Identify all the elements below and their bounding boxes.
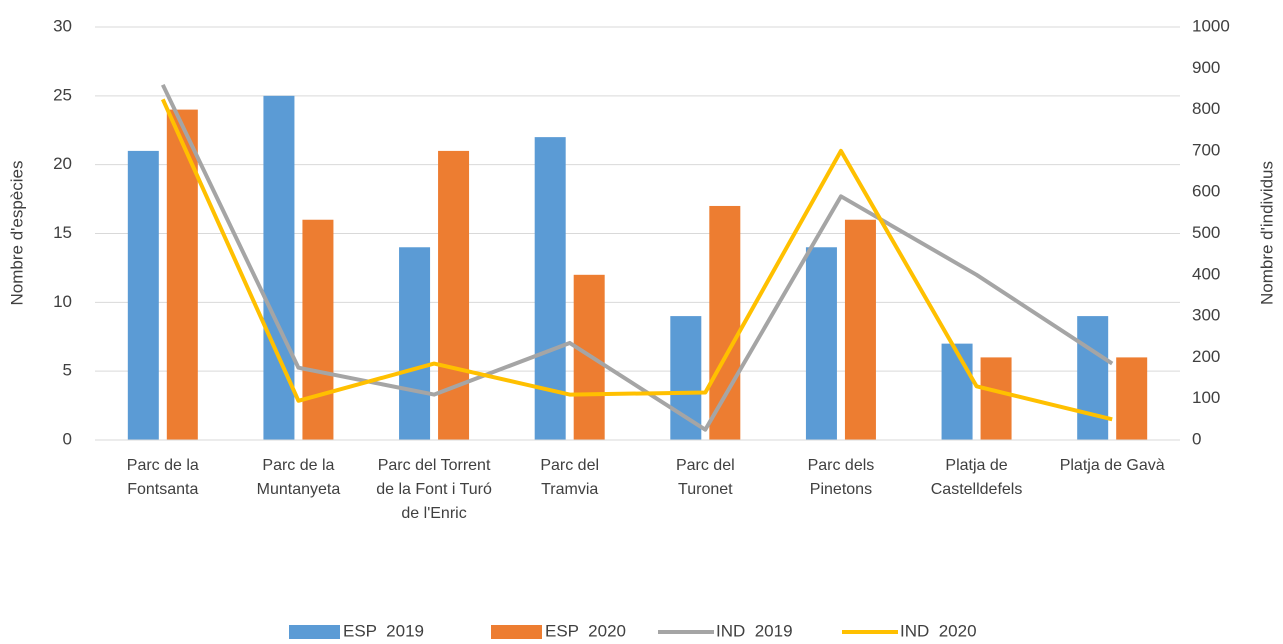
x-tick-label: Parc del Tramvia — [540, 457, 600, 498]
x-tick-label: Parc de la Fontsanta — [126, 457, 199, 498]
legend-label: IND 2019 — [716, 621, 793, 640]
x-tick-label: Parc del Turonet — [675, 457, 735, 498]
bar — [1116, 357, 1148, 440]
bar — [709, 205, 741, 440]
bar — [399, 247, 431, 440]
legend-swatch — [289, 625, 340, 639]
bar — [127, 150, 159, 440]
x-tick-label: Parc de la Muntanyeta — [256, 457, 341, 498]
bar — [670, 316, 702, 440]
y2-tick-label: 500 — [1192, 223, 1220, 242]
bar — [980, 357, 1012, 440]
y2-tick-label: 600 — [1192, 182, 1220, 201]
y2-tick-label: 700 — [1192, 140, 1220, 159]
legend-label: ESP 2019 — [343, 621, 424, 640]
line-series — [161, 83, 1114, 432]
x-tick-label: Platja de Gavà — [1059, 457, 1165, 474]
y-tick-label: 15 — [53, 223, 72, 242]
x-tick-label: Parc del Torrent de la Font i Turó de l'… — [376, 457, 492, 522]
bar — [263, 95, 295, 440]
y-tick-label: 10 — [53, 292, 72, 311]
x-tick-label: Parc dels Pinetons — [807, 457, 875, 498]
y-tick-label: 25 — [53, 85, 72, 104]
y2-tick-label: 300 — [1192, 306, 1220, 325]
y-axis-label: Nombre d'espècies — [7, 161, 26, 306]
bar — [438, 150, 470, 440]
x-tick-label: Platja de Castelldefels — [930, 457, 1023, 498]
y2-tick-label: 200 — [1192, 347, 1220, 366]
y-tick-label: 5 — [63, 361, 72, 380]
legend-label: IND 2020 — [900, 621, 977, 640]
y2-tick-label: 800 — [1192, 99, 1220, 118]
bar — [166, 109, 198, 440]
bar — [1077, 316, 1109, 440]
y2-tick-label: 0 — [1192, 429, 1201, 448]
bar — [941, 343, 973, 440]
y-tick-label: 20 — [53, 154, 72, 173]
line-series — [160, 98, 1113, 422]
y2-tick-label: 100 — [1192, 388, 1220, 407]
y-tick-label: 0 — [63, 429, 72, 448]
y2-tick-label: 900 — [1192, 58, 1220, 77]
legend-swatch — [491, 625, 542, 639]
bar — [302, 219, 334, 440]
y2-tick-label: 400 — [1192, 264, 1220, 283]
y2-tick-label: 1000 — [1192, 16, 1230, 35]
y2-axis-label: Nombre d'individus — [1257, 161, 1276, 305]
bar — [844, 219, 876, 440]
y-tick-label: 30 — [53, 16, 72, 35]
legend-label: ESP 2020 — [545, 621, 626, 640]
bar — [805, 247, 837, 440]
